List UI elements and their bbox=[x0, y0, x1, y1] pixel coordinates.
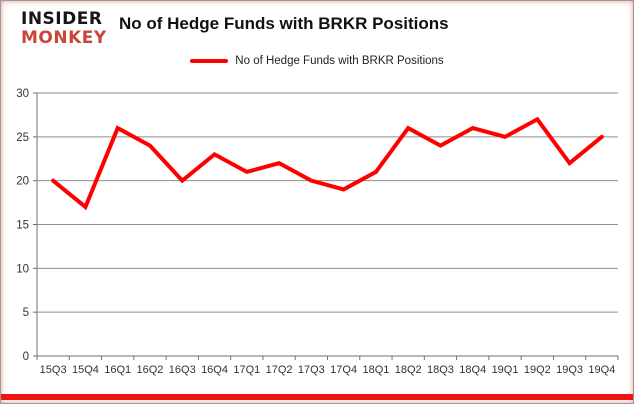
x-tick-label: 19Q3 bbox=[556, 364, 583, 376]
x-tick-label: 19Q2 bbox=[524, 364, 551, 376]
x-tick-label: 17Q1 bbox=[233, 364, 260, 376]
x-tick-label: 18Q2 bbox=[395, 364, 422, 376]
x-tick-label: 16Q2 bbox=[137, 364, 164, 376]
x-tick-label: 17Q2 bbox=[266, 364, 293, 376]
series-line bbox=[51, 116, 604, 211]
x-tick-label: 19Q1 bbox=[492, 364, 519, 376]
logo-text-insider: INSIDER bbox=[21, 9, 103, 29]
x-tick-label: 17Q3 bbox=[298, 364, 325, 376]
y-tick-label: 10 bbox=[16, 263, 29, 275]
x-tick-label: 19Q4 bbox=[588, 364, 615, 376]
x-tick-label: 16Q3 bbox=[169, 364, 196, 376]
x-tick-label: 18Q4 bbox=[459, 364, 486, 376]
x-tick-label: 15Q3 bbox=[40, 364, 67, 376]
logo-text-monkey: MONKEY bbox=[21, 28, 107, 48]
y-tick-label: 0 bbox=[23, 351, 29, 363]
x-tick-label: 16Q1 bbox=[104, 364, 131, 376]
x-tick-label: 17Q4 bbox=[330, 364, 357, 376]
insider-monkey-logo: INSIDER MONKEY bbox=[21, 11, 107, 47]
x-tick-label: 15Q4 bbox=[72, 364, 99, 376]
y-tick-label: 20 bbox=[16, 176, 29, 188]
bottom-accent-bar bbox=[1, 394, 633, 400]
x-tick-label: 16Q4 bbox=[201, 364, 228, 376]
y-tick-label: 15 bbox=[16, 220, 29, 232]
y-tick-label: 5 bbox=[23, 307, 29, 319]
x-tick-label: 18Q3 bbox=[427, 364, 454, 376]
y-tick-label: 25 bbox=[16, 132, 29, 144]
legend-line-swatch bbox=[190, 59, 229, 63]
legend-label: No of Hedge Funds with BRKR Positions bbox=[235, 55, 444, 67]
legend: No of Hedge Funds with BRKR Positions bbox=[1, 55, 633, 67]
page-title: No of Hedge Funds with BRKR Positions bbox=[119, 14, 449, 33]
y-tick-label: 30 bbox=[16, 88, 29, 100]
x-tick-label: 18Q1 bbox=[362, 364, 389, 376]
